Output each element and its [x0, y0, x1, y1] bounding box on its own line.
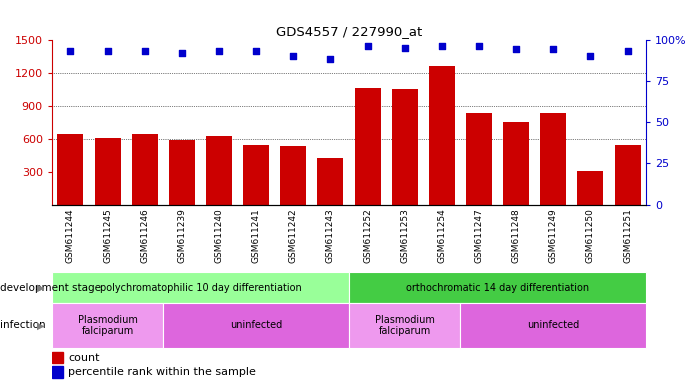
Text: count: count [68, 353, 100, 363]
Point [325, 56, 336, 63]
Point [362, 43, 373, 49]
Bar [52, 272, 349, 303]
Text: GSM611246: GSM611246 [140, 208, 149, 263]
Bar [281, 146, 306, 205]
Text: orthochromatic 14 day differentiation: orthochromatic 14 day differentiation [406, 283, 589, 293]
Bar [349, 272, 646, 303]
Text: GSM611239: GSM611239 [178, 208, 187, 263]
Text: GSM611241: GSM611241 [252, 208, 261, 263]
Bar [429, 66, 455, 205]
Bar [243, 145, 269, 205]
Point [251, 48, 262, 54]
Text: uninfected: uninfected [230, 320, 282, 331]
Bar [614, 145, 641, 205]
Text: GSM611254: GSM611254 [437, 208, 446, 263]
Text: GSM611253: GSM611253 [400, 208, 409, 263]
Point [511, 46, 522, 53]
Point [139, 48, 150, 54]
Bar [169, 140, 195, 205]
Text: ▶: ▶ [37, 283, 45, 293]
Text: GSM611247: GSM611247 [475, 208, 484, 263]
Text: polychromatophilic 10 day differentiation: polychromatophilic 10 day differentiatio… [100, 283, 301, 293]
Bar [132, 134, 158, 205]
Bar [206, 136, 232, 205]
Point [214, 48, 225, 54]
Text: GSM611249: GSM611249 [549, 208, 558, 263]
Bar [52, 303, 163, 348]
Bar [354, 88, 381, 205]
Text: Plasmodium
falciparum: Plasmodium falciparum [77, 314, 138, 336]
Bar [163, 303, 349, 348]
Text: GSM611242: GSM611242 [289, 208, 298, 263]
Point [548, 46, 559, 53]
Point [436, 43, 447, 49]
Text: GSM611240: GSM611240 [214, 208, 223, 263]
Bar [57, 134, 84, 205]
Point [65, 48, 76, 54]
Title: GDS4557 / 227990_at: GDS4557 / 227990_at [276, 25, 422, 38]
Text: ▶: ▶ [37, 320, 45, 331]
Text: GSM611250: GSM611250 [586, 208, 595, 263]
Text: GSM611243: GSM611243 [326, 208, 335, 263]
Point [473, 43, 484, 49]
Text: uninfected: uninfected [527, 320, 579, 331]
Point [287, 53, 299, 59]
Text: development stage: development stage [0, 283, 101, 293]
Point [399, 45, 410, 51]
Text: GSM611244: GSM611244 [66, 208, 75, 263]
Text: Plasmodium
falciparum: Plasmodium falciparum [375, 314, 435, 336]
Bar [349, 303, 460, 348]
Bar [95, 137, 120, 205]
Bar [503, 122, 529, 205]
Text: GSM611248: GSM611248 [511, 208, 520, 263]
Text: GSM611252: GSM611252 [363, 208, 372, 263]
Bar [52, 366, 62, 378]
Bar [578, 170, 603, 205]
Text: GSM611245: GSM611245 [103, 208, 112, 263]
Text: percentile rank within the sample: percentile rank within the sample [68, 367, 256, 377]
Bar [466, 113, 492, 205]
Bar [392, 89, 417, 205]
Bar [540, 113, 566, 205]
Bar [317, 159, 343, 205]
Point [585, 53, 596, 59]
Point [102, 48, 113, 54]
Bar [460, 303, 646, 348]
Point [622, 48, 633, 54]
Bar [52, 352, 62, 363]
Point [176, 50, 187, 56]
Text: infection: infection [0, 320, 46, 331]
Text: GSM611251: GSM611251 [623, 208, 632, 263]
